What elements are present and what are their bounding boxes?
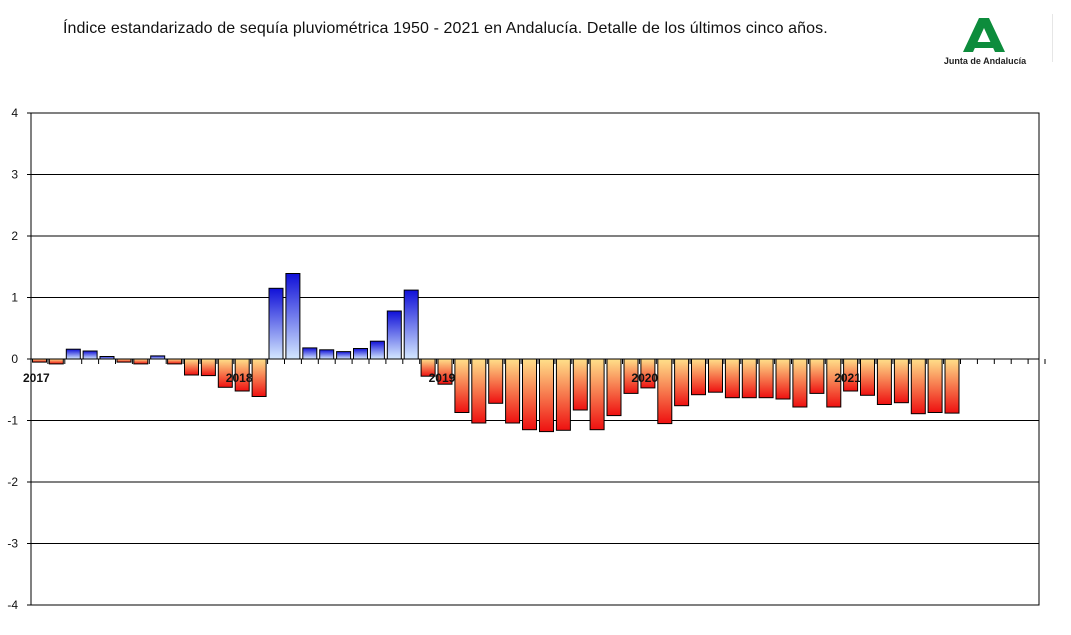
- y-tick-label: 2: [11, 229, 18, 243]
- bar: [640, 358, 656, 389]
- bar: [792, 358, 808, 408]
- bar: [420, 358, 436, 377]
- bar: [454, 358, 470, 413]
- bar: [708, 358, 723, 393]
- bar: [32, 358, 47, 363]
- bar: [893, 358, 909, 404]
- bar: [471, 358, 487, 424]
- bar: [775, 358, 791, 400]
- bar: [927, 358, 943, 413]
- bar: [217, 358, 233, 388]
- bar: [234, 358, 250, 392]
- bar: [488, 358, 504, 404]
- bar: [184, 358, 199, 376]
- bar: [302, 347, 318, 360]
- plot-area-frame: [30, 112, 1040, 606]
- bar: [82, 350, 98, 360]
- bar: [809, 358, 825, 394]
- bar: [200, 358, 216, 377]
- bar: [522, 358, 537, 431]
- bar: [539, 358, 554, 433]
- year-label: 2021: [834, 371, 861, 385]
- y-tick-label: 0: [11, 352, 18, 366]
- year-label: 2017: [23, 371, 50, 385]
- bar: [860, 358, 875, 396]
- logo-arch-icon: [963, 18, 1005, 52]
- bar: [268, 287, 284, 360]
- bar: [758, 358, 774, 399]
- y-tick-label: 4: [11, 106, 18, 120]
- bar: [657, 358, 673, 425]
- bar: [251, 358, 267, 397]
- bar: [353, 348, 368, 360]
- bar: [944, 358, 960, 414]
- bar: [285, 273, 301, 360]
- bar: [572, 358, 588, 411]
- bar: [741, 358, 757, 399]
- chart-title: Índice estandarizado de sequía pluviomét…: [63, 20, 828, 37]
- y-tick-label: 3: [11, 168, 18, 182]
- bar: [691, 358, 706, 396]
- y-tick-label: -1: [7, 414, 18, 428]
- y-axis-tick-labels: 4 3 2 1 0 -1 -2 -3 -4: [7, 106, 18, 612]
- bar: [674, 358, 690, 407]
- bar: [826, 358, 842, 408]
- y-tick-label: -2: [7, 475, 18, 489]
- logo-text: Junta de Andalucía: [943, 56, 1027, 66]
- bar: [336, 351, 352, 360]
- bar: [319, 349, 335, 360]
- bar: [65, 348, 81, 360]
- year-label: 2018: [226, 371, 253, 385]
- y-tick-label: -4: [7, 598, 18, 612]
- bar: [150, 355, 166, 360]
- bar: [589, 358, 605, 431]
- junta-de-andalucia-logo: Junta de Andalucía: [935, 14, 1035, 72]
- bar: [369, 340, 385, 360]
- x-axis-year-labels: 2017 2018 2019 2020 2021: [23, 371, 861, 385]
- bar: [505, 358, 521, 424]
- bar: [167, 358, 183, 365]
- bar: [555, 358, 571, 431]
- bar: [48, 358, 64, 365]
- spi-bar-chart: 4 3 2 1 0 -1 -2 -3 -4 2017 2018 2019 2020 2021: [7, 106, 1046, 612]
- bar: [99, 356, 115, 360]
- y-tick-label: -3: [7, 537, 18, 551]
- y-tick-label: 1: [11, 291, 18, 305]
- bars: [32, 273, 960, 433]
- header-divider: [1052, 14, 1053, 62]
- bar: [876, 358, 892, 405]
- bar: [403, 289, 419, 360]
- bar: [116, 358, 132, 363]
- bar: [724, 358, 740, 399]
- bar: [133, 358, 149, 365]
- year-label: 2020: [631, 371, 658, 385]
- bar: [623, 358, 639, 394]
- year-label: 2019: [429, 371, 456, 385]
- bar: [606, 358, 622, 417]
- bar: [910, 358, 926, 415]
- bar: [386, 310, 402, 360]
- bar: [437, 358, 453, 385]
- bar: [843, 358, 859, 392]
- x-axis-ticks: [30, 359, 1046, 364]
